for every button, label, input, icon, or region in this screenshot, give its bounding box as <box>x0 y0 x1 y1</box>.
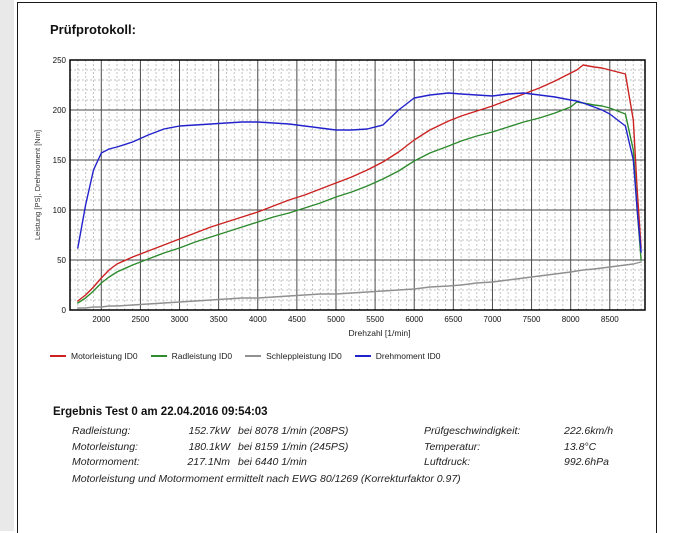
curve-drehmoment-id0 <box>77 92 642 253</box>
condition-value: 222.6km/h <box>564 425 614 437</box>
result-detail: bei 8159 1/min (245PS) <box>238 440 349 453</box>
x-tick-label: 5500 <box>366 315 384 324</box>
x-tick-label: 3000 <box>171 315 189 324</box>
result-label: Motormoment: <box>72 456 140 468</box>
legend-label: Drehmoment ID0 <box>375 351 441 361</box>
legend-color-line <box>150 355 167 357</box>
y-tick-label: 150 <box>53 156 67 165</box>
plot-border <box>69 59 646 311</box>
x-axis-title: Drehzahl [1/min] <box>349 328 411 338</box>
x-tick-label: 5000 <box>327 315 345 324</box>
results-section: Ergebnis Test 0 am 22.04.2016 09:54:03 R… <box>53 406 633 487</box>
result-value: 152.7kW <box>188 425 230 437</box>
x-tick-label: 6500 <box>444 315 462 324</box>
legend-label: Radleistung ID0 <box>171 351 233 361</box>
results-rows: Radleistung: 152.7kW bei 8078 1/min (208PS… <box>53 424 633 471</box>
result-row: Motormoment: 217.1Nm bei 6440 1/min Luftdru… <box>72 455 633 471</box>
x-tick-label: 4000 <box>249 315 267 324</box>
window-edge-strip <box>0 0 14 531</box>
condition-value: 992.6hPa <box>564 456 609 468</box>
result-detail: bei 6440 1/min <box>238 456 307 468</box>
page-title: Prüfprotokoll: <box>50 22 136 37</box>
x-tick-label: 7000 <box>484 315 502 324</box>
legend-color-line <box>354 355 371 357</box>
condition-label: Prüfgeschwindigkeit: <box>424 425 521 437</box>
dyno-chart: 2000 2500 3000 3500 4000 4500 5000 5500 6000 6500… <box>33 56 646 338</box>
legend-color-line <box>50 355 66 357</box>
x-tick-label: 6000 <box>405 315 423 324</box>
legend-color-line <box>245 355 262 357</box>
y-axis-title: Leistung [PS], Drehmoment [Nm] <box>33 130 42 240</box>
result-row: Radleistung: 152.7kW bei 8078 1/min (208PS… <box>72 424 633 440</box>
chart-legend: Motorleistung ID0 Radleistung ID0 Schleppl… <box>50 351 440 361</box>
y-tick-label: 0 <box>62 306 67 315</box>
result-value: 180.1kW <box>188 440 230 453</box>
curve-radleistung-id0 <box>77 101 642 304</box>
x-tick-label: 8000 <box>562 315 580 324</box>
x-tick-label: 2000 <box>92 315 110 324</box>
x-tick-label: 3500 <box>210 315 228 324</box>
y-tick-label: 250 <box>53 56 67 65</box>
curve-schleppleistung-id0 <box>77 261 642 309</box>
x-tick-label: 2500 <box>132 315 150 324</box>
result-row: Motorleistung: 180.1kW bei 8159 1/min (245… <box>72 440 633 456</box>
legend-item: Drehmoment ID0 <box>354 351 441 361</box>
legend-label: Motorleistung ID0 <box>71 351 138 361</box>
y-tick-label: 50 <box>57 256 66 265</box>
y-tick-label: 200 <box>53 106 67 115</box>
legend-label: Schleppleistung ID0 <box>266 351 342 361</box>
results-heading: Ergebnis Test 0 am 22.04.2016 09:54:03 <box>53 406 268 418</box>
results-note: Motorleistung und Motormoment ermittelt … <box>72 472 461 485</box>
result-label: Radleistung: <box>72 425 131 437</box>
x-tick-label: 7500 <box>523 315 541 324</box>
x-tick-label: 8500 <box>601 315 619 324</box>
result-label: Motorleistung: <box>72 440 138 453</box>
condition-label: Temperatur: <box>424 440 481 453</box>
curve-motorleistung-id0 <box>77 64 642 302</box>
legend-item: Motorleistung ID0 <box>50 351 138 361</box>
legend-item: Radleistung ID0 <box>150 351 233 361</box>
y-tick-label: 100 <box>53 206 67 215</box>
legend-item: Schleppleistung ID0 <box>245 351 342 361</box>
condition-label: Luftdruck: <box>424 456 471 468</box>
condition-value: 13.8°C <box>564 440 597 453</box>
x-tick-label: 4500 <box>288 315 306 324</box>
result-detail: bei 8078 1/min (208PS) <box>238 425 349 437</box>
result-value: 217.1Nm <box>187 456 230 468</box>
